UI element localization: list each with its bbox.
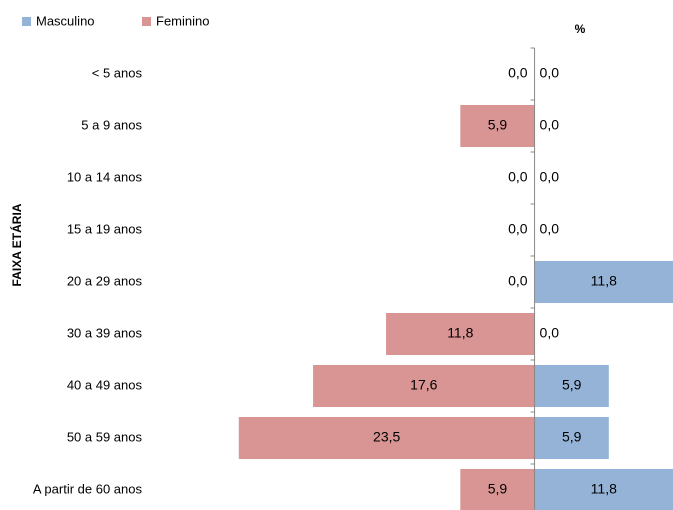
value-label: 0,0 xyxy=(540,65,560,81)
value-label: 0,0 xyxy=(508,65,528,81)
value-label: 23,5 xyxy=(373,429,400,445)
bar xyxy=(460,469,535,510)
legend-swatch xyxy=(142,17,151,26)
value-label: 0,0 xyxy=(508,169,528,185)
category-label: A partir de 60 anos xyxy=(33,481,143,496)
y-axis-label: FAIXA ETÁRIA xyxy=(9,203,24,286)
category-label: 10 a 14 anos xyxy=(67,169,143,184)
category-label: 15 a 19 anos xyxy=(67,221,143,236)
bar xyxy=(534,417,609,459)
value-label: 0,0 xyxy=(540,325,560,341)
category-label: < 5 anos xyxy=(92,65,143,80)
legend-label: Masculino xyxy=(36,13,95,28)
value-label: 11,8 xyxy=(591,481,617,497)
value-label: 0,0 xyxy=(508,221,528,237)
value-label: 5,9 xyxy=(488,481,508,497)
category-label: 5 a 9 anos xyxy=(81,117,142,132)
bar xyxy=(313,365,535,407)
bar xyxy=(534,261,673,303)
value-label: 0,0 xyxy=(508,273,528,289)
bar xyxy=(534,365,609,407)
value-label: 17,6 xyxy=(410,377,437,393)
value-label: 5,9 xyxy=(488,117,508,133)
category-label: 30 a 39 anos xyxy=(67,325,143,340)
bar xyxy=(460,105,535,147)
value-label: 0,0 xyxy=(540,221,560,237)
category-label: 20 a 29 anos xyxy=(67,273,143,288)
category-label: 50 a 59 anos xyxy=(67,429,143,444)
category-label: 40 a 49 anos xyxy=(67,377,143,392)
value-label: 11,8 xyxy=(591,273,617,289)
value-label: 5,9 xyxy=(562,429,582,445)
value-label: 0,0 xyxy=(540,117,560,133)
bar xyxy=(238,417,535,459)
bar xyxy=(534,469,673,510)
legend-swatch xyxy=(22,17,31,26)
legend-label: Feminino xyxy=(156,13,209,28)
value-label: 0,0 xyxy=(540,169,560,185)
value-label: 11,8 xyxy=(447,325,473,341)
value-label: 5,9 xyxy=(562,377,582,393)
bar xyxy=(386,313,535,355)
chart-title: % xyxy=(575,22,586,36)
